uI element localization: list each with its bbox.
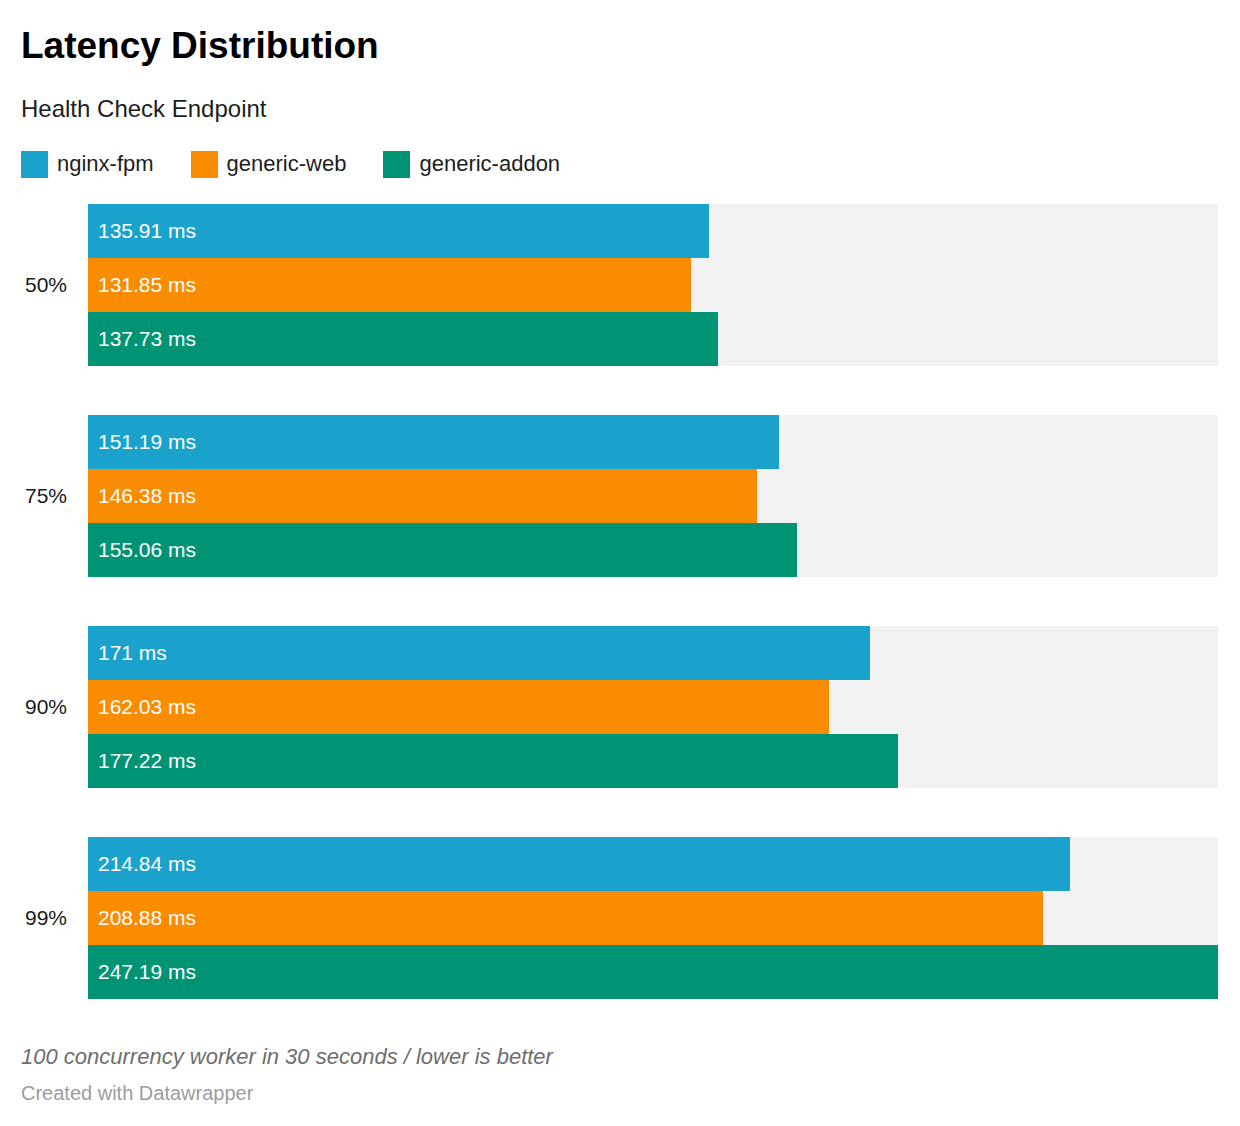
bar-nginx-fpm: 151.19 ms xyxy=(88,415,779,469)
bar-generic-addon: 137.73 ms xyxy=(88,312,718,366)
bar-value-label: 247.19 ms xyxy=(88,960,196,984)
legend-item-generic-web: generic-web xyxy=(191,151,347,178)
bar-value-label: 151.19 ms xyxy=(88,430,196,454)
bar-nginx-fpm: 171 ms xyxy=(88,626,870,680)
legend-item-nginx-fpm: nginx-fpm xyxy=(21,151,154,178)
bar-generic-web: 208.88 ms xyxy=(88,891,1043,945)
bar-group-50%: 50%135.91 ms 131.85 ms 137.73 ms xyxy=(0,204,1218,366)
chart-page: Latency Distribution Health Check Endpoi… xyxy=(0,0,1240,1126)
legend-label: nginx-fpm xyxy=(57,151,154,177)
bar-value-label: 137.73 ms xyxy=(88,327,196,351)
bar-generic-addon: 155.06 ms xyxy=(88,523,797,577)
chart-header: Latency Distribution Health Check Endpoi… xyxy=(0,0,1240,178)
bar-generic-web: 162.03 ms xyxy=(88,680,829,734)
bar-generic-web: 131.85 ms xyxy=(88,258,691,312)
bar-track: 171 ms 162.03 ms 177.22 ms xyxy=(88,626,1218,788)
bar-track: 135.91 ms 131.85 ms 137.73 ms xyxy=(88,204,1218,366)
legend-label: generic-web xyxy=(227,151,347,177)
legend: nginx-fpm generic-web generic-addon xyxy=(21,150,1218,178)
legend-swatch-icon xyxy=(21,151,48,178)
datawrapper-attribution[interactable]: Created with Datawrapper xyxy=(21,1081,1218,1106)
bar-track: 214.84 ms 208.88 ms 247.19 ms xyxy=(88,837,1218,999)
legend-swatch-icon xyxy=(383,151,410,178)
bar-group-99%: 99%214.84 ms 208.88 ms 247.19 ms xyxy=(0,837,1218,999)
bar-nginx-fpm: 214.84 ms xyxy=(88,837,1070,891)
category-label: 90% xyxy=(0,626,88,788)
category-label: 99% xyxy=(0,837,88,999)
bar-group-90%: 90%171 ms 162.03 ms 177.22 ms xyxy=(0,626,1218,788)
chart-title: Latency Distribution xyxy=(21,24,1218,68)
bar-value-label: 214.84 ms xyxy=(88,852,196,876)
chart: 50%135.91 ms 131.85 ms 137.73 ms 75%151.19 … xyxy=(0,204,1240,999)
legend-item-generic-addon: generic-addon xyxy=(383,151,560,178)
bar-value-label: 135.91 ms xyxy=(88,219,196,243)
bar-value-label: 146.38 ms xyxy=(88,484,196,508)
bar-track: 151.19 ms 146.38 ms 155.06 ms xyxy=(88,415,1218,577)
category-label: 75% xyxy=(0,415,88,577)
chart-note: 100 concurrency worker in 30 seconds / l… xyxy=(21,1043,1218,1071)
chart-subtitle: Health Check Endpoint xyxy=(21,94,1218,124)
legend-swatch-icon xyxy=(191,151,218,178)
bar-value-label: 155.06 ms xyxy=(88,538,196,562)
bar-group-75%: 75%151.19 ms 146.38 ms 155.06 ms xyxy=(0,415,1218,577)
bar-nginx-fpm: 135.91 ms xyxy=(88,204,709,258)
bar-value-label: 177.22 ms xyxy=(88,749,196,773)
bar-generic-addon: 247.19 ms xyxy=(88,945,1218,999)
bar-value-label: 131.85 ms xyxy=(88,273,196,297)
legend-label: generic-addon xyxy=(419,151,560,177)
category-label: 50% xyxy=(0,204,88,366)
bar-value-label: 171 ms xyxy=(88,641,167,665)
bar-generic-web: 146.38 ms xyxy=(88,469,757,523)
bar-value-label: 208.88 ms xyxy=(88,906,196,930)
bar-value-label: 162.03 ms xyxy=(88,695,196,719)
chart-footer: 100 concurrency worker in 30 seconds / l… xyxy=(0,1043,1240,1106)
bar-generic-addon: 177.22 ms xyxy=(88,734,898,788)
